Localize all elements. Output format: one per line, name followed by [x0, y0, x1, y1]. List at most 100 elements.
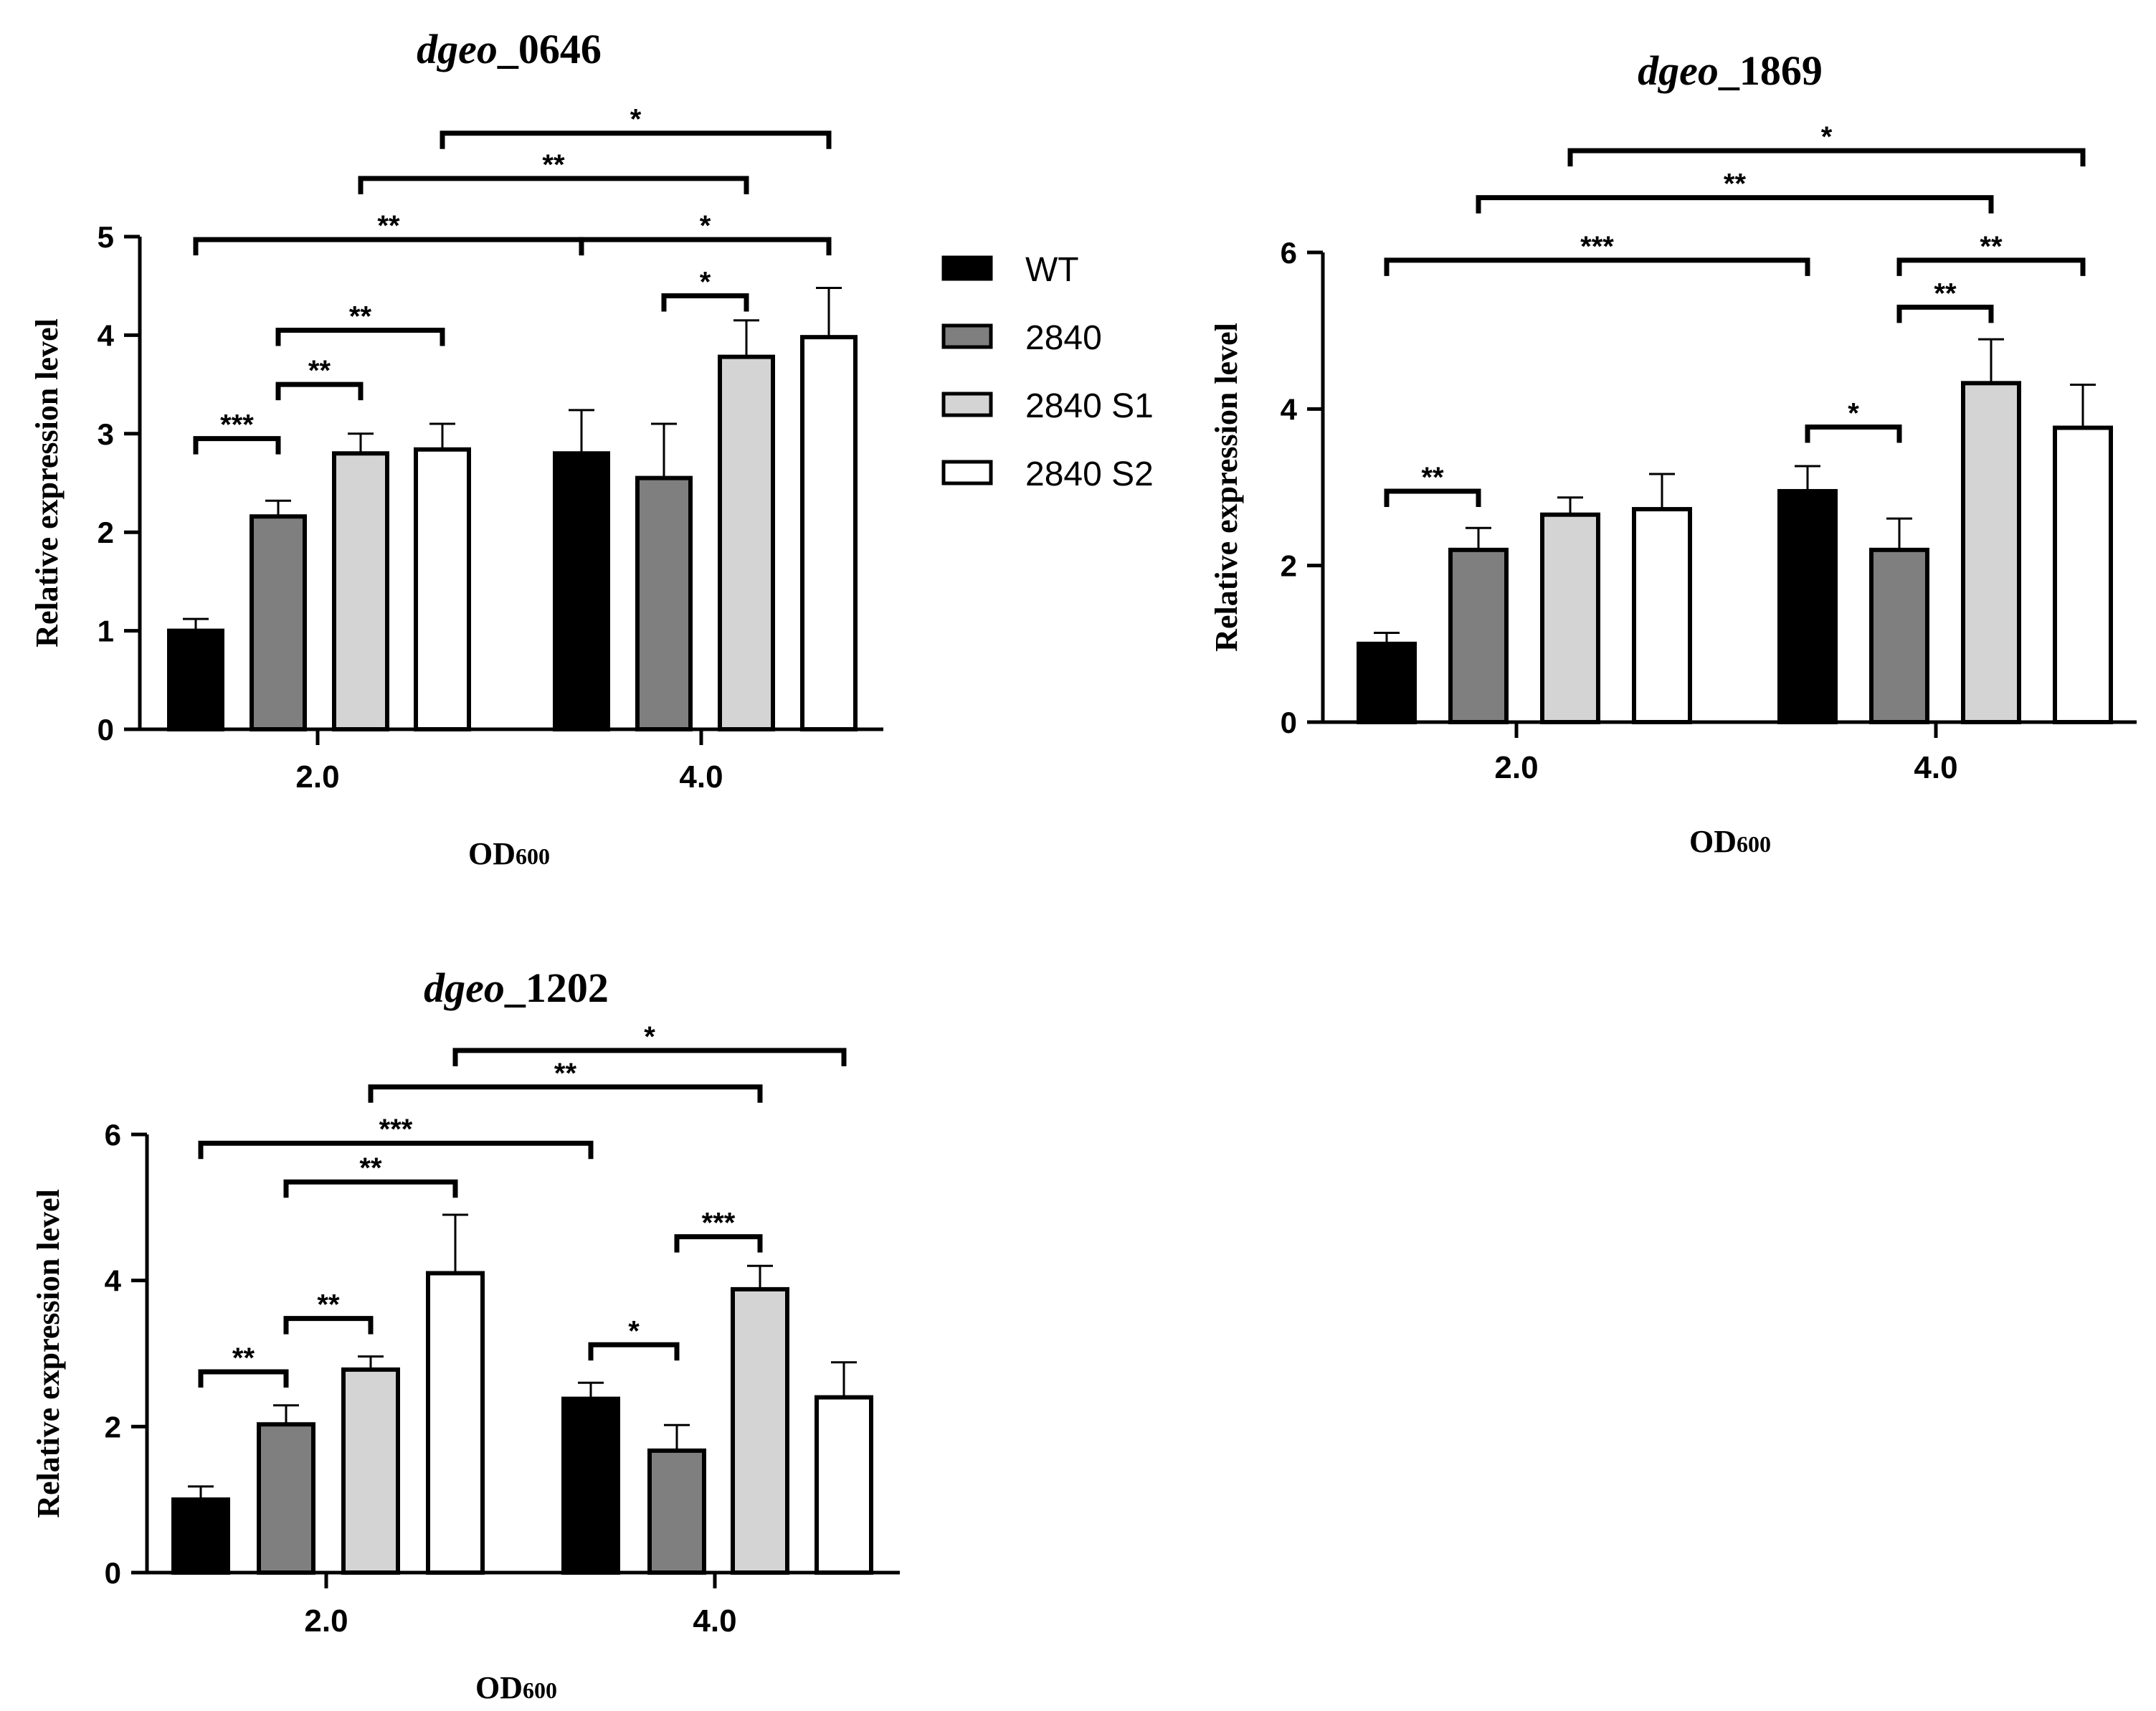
bar: [250, 514, 307, 731]
significance-label: **: [1980, 231, 2003, 262]
x-tick-label: 2.0: [304, 1603, 348, 1639]
bar: [731, 1286, 789, 1575]
chart-dgeo-1202: dgeo_1202 0 2 4 6 2.0 4.0 Relative expression l…: [31, 964, 900, 1705]
x-tick-label: 4.0: [693, 1603, 736, 1639]
bar: [1777, 488, 1838, 724]
significance-bracket: [440, 131, 832, 149]
significance-label: *: [700, 210, 711, 242]
y-tick-label: 2: [1281, 549, 1297, 583]
significance-label: **: [377, 210, 400, 242]
bar: [1961, 381, 2021, 725]
x-axis-label-main: OD: [468, 836, 516, 871]
bar: [426, 1271, 485, 1575]
significance-label: **: [1421, 462, 1444, 493]
bar: [1540, 512, 1600, 724]
chart-dgeo-1869: dgeo_1869 0 2 4 6 2.0 4.0 Relative expression l…: [1209, 47, 2137, 859]
chart-title-italic: dgeo: [1638, 47, 1719, 94]
significance-bracket: [452, 1048, 847, 1066]
y-tick-label: 5: [98, 220, 114, 254]
x-axis-label-sub: 600: [516, 843, 550, 869]
y-axis-label: Relative expression level: [29, 318, 65, 648]
significance-bracket: [275, 328, 445, 346]
significance-bracket: [1805, 424, 1902, 443]
legend-swatch: [941, 323, 993, 349]
chart-title-italic: dgeo: [424, 964, 505, 1011]
chart-title-rest: _0646: [497, 26, 602, 72]
significance-bracket: [368, 1084, 763, 1103]
y-tick-label: 6: [1281, 236, 1297, 270]
x-tick-label: 2.0: [295, 759, 339, 795]
x-axis-label-main: OD: [475, 1670, 523, 1705]
significance-label: **: [542, 149, 565, 181]
significance-bracket: [283, 1179, 458, 1198]
bar: [332, 451, 389, 732]
significance-label: **: [308, 355, 331, 387]
significance-bracket: [1896, 257, 2086, 276]
chart-title-rest: _1869: [1718, 47, 1823, 94]
bar: [718, 354, 775, 731]
legend-swatch: [941, 460, 993, 485]
bar: [561, 1396, 620, 1575]
x-axis-label-sub: 600: [1737, 831, 1771, 857]
chart-title: dgeo_0646: [417, 26, 602, 72]
y-tick-label: 2: [98, 516, 114, 549]
bar: [800, 335, 858, 731]
significance-label: **: [232, 1342, 255, 1374]
bar: [1448, 547, 1509, 724]
significance-bracket: [198, 1369, 289, 1388]
bar: [647, 1448, 706, 1575]
legend-label: 2840 S2: [1025, 455, 1154, 493]
significance-bracket: [358, 176, 749, 194]
bar: [1357, 641, 1417, 724]
y-axis-label: Relative expression level: [31, 1189, 66, 1518]
x-axis-label: OD600: [475, 1670, 557, 1705]
bar: [257, 1422, 315, 1575]
significance-bracket: [588, 1342, 680, 1361]
significance-label: **: [1934, 278, 1957, 309]
bar: [167, 628, 224, 731]
bar: [553, 451, 610, 732]
significance-label: *: [1821, 121, 1833, 153]
significance-bracket: [579, 237, 832, 256]
y-tick-label: 1: [98, 615, 114, 648]
significance-label: ***: [220, 409, 254, 441]
significance-bracket: [283, 1316, 374, 1335]
significance-bracket: [1567, 148, 2086, 167]
bar: [341, 1367, 400, 1575]
significance-label: **: [554, 1058, 577, 1089]
significance-bracket: [1384, 488, 1481, 507]
significance-bracket: [198, 1140, 594, 1160]
bar: [815, 1395, 873, 1575]
chart-title-rest: _1202: [504, 964, 609, 1011]
y-tick-label: 4: [105, 1264, 122, 1298]
y-tick-label: 4: [98, 318, 115, 352]
x-axis-label: OD600: [468, 836, 550, 871]
chart-title: dgeo_1202: [424, 964, 609, 1011]
chart-title: dgeo_1869: [1638, 47, 1823, 94]
chart-dgeo-0646: dgeo_0646 0 1 2 3 4 5 2.0 4.0 Relative expression…: [29, 26, 883, 871]
x-tick-label: 4.0: [1914, 750, 1957, 785]
significance-label: *: [700, 266, 711, 298]
y-tick-label: 0: [1281, 706, 1297, 739]
significance-bracket: [1384, 257, 1810, 276]
significance-bracket: [661, 293, 749, 312]
legend-swatch: [941, 392, 993, 417]
significance-bracket: [275, 381, 364, 401]
significance-bracket: [1476, 195, 1994, 214]
bar: [1869, 547, 1929, 724]
y-tick-label: 0: [98, 713, 114, 747]
significance-label: ***: [379, 1114, 413, 1145]
significance-label: *: [628, 1315, 640, 1347]
chart-title-italic: dgeo: [417, 26, 498, 72]
x-axis-label-main: OD: [1689, 824, 1737, 859]
x-tick-label: 4.0: [679, 759, 723, 795]
significance-bracket: [1896, 304, 1994, 323]
y-tick-label: 4: [1281, 392, 1298, 426]
significance-label: *: [644, 1021, 655, 1053]
significance-label: ***: [702, 1208, 736, 1239]
significance-bracket: [674, 1234, 763, 1253]
significance-bracket: [193, 237, 584, 256]
significance-bracket: [193, 436, 281, 455]
x-axis-label-sub: 600: [523, 1677, 557, 1703]
